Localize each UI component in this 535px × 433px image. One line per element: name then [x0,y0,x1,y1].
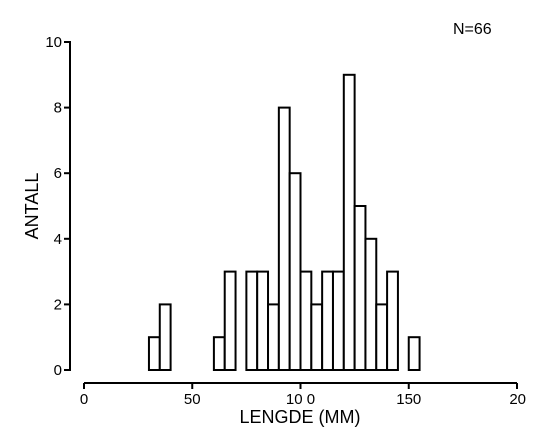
histogram-bar [147,336,161,372]
histogram-bar [331,270,345,372]
x-tick-label: 20 [509,391,526,408]
histogram-bar [375,303,389,371]
y-tick-label: 2 [54,296,62,313]
histogram-bar [353,205,367,371]
histogram-bar [342,73,356,372]
histogram-bar [267,303,280,371]
x-tick-label: 0 [80,391,88,408]
histogram-bar [212,336,226,372]
y-tick-label: 0 [54,362,62,379]
histogram-bar [158,303,172,371]
y-tick-label: 6 [54,165,62,182]
histogram-bar [407,336,421,372]
histogram-bar [245,270,259,372]
histogram-bar [256,270,270,372]
histogram-bar [386,270,399,372]
x-tick-label: 10 0 [286,391,315,408]
y-axis-title: ANTALL [22,173,42,240]
histogram-bar [288,172,302,371]
y-tick-label: 4 [54,231,62,248]
x-tick-label: 150 [396,391,421,408]
y-axis-ticks: 0 2 4 6 8 10 [45,34,70,379]
histogram-bar [223,270,237,372]
histogram-bar [277,106,291,371]
histogram-bar [299,270,313,372]
sample-size-annotation: N=66 [453,21,492,38]
x-tick-label: 50 [184,391,201,408]
y-tick-label: 10 [45,34,62,51]
histogram-bar [310,303,324,371]
x-axis-ticks: 0 50 10 0 150 20 [80,383,526,408]
histogram-bar [364,237,378,371]
y-tick-label: 8 [54,100,62,117]
x-axis-title: LENGDE (MM) [240,407,361,427]
histogram-bars [147,73,421,372]
histogram-bar [321,270,334,372]
